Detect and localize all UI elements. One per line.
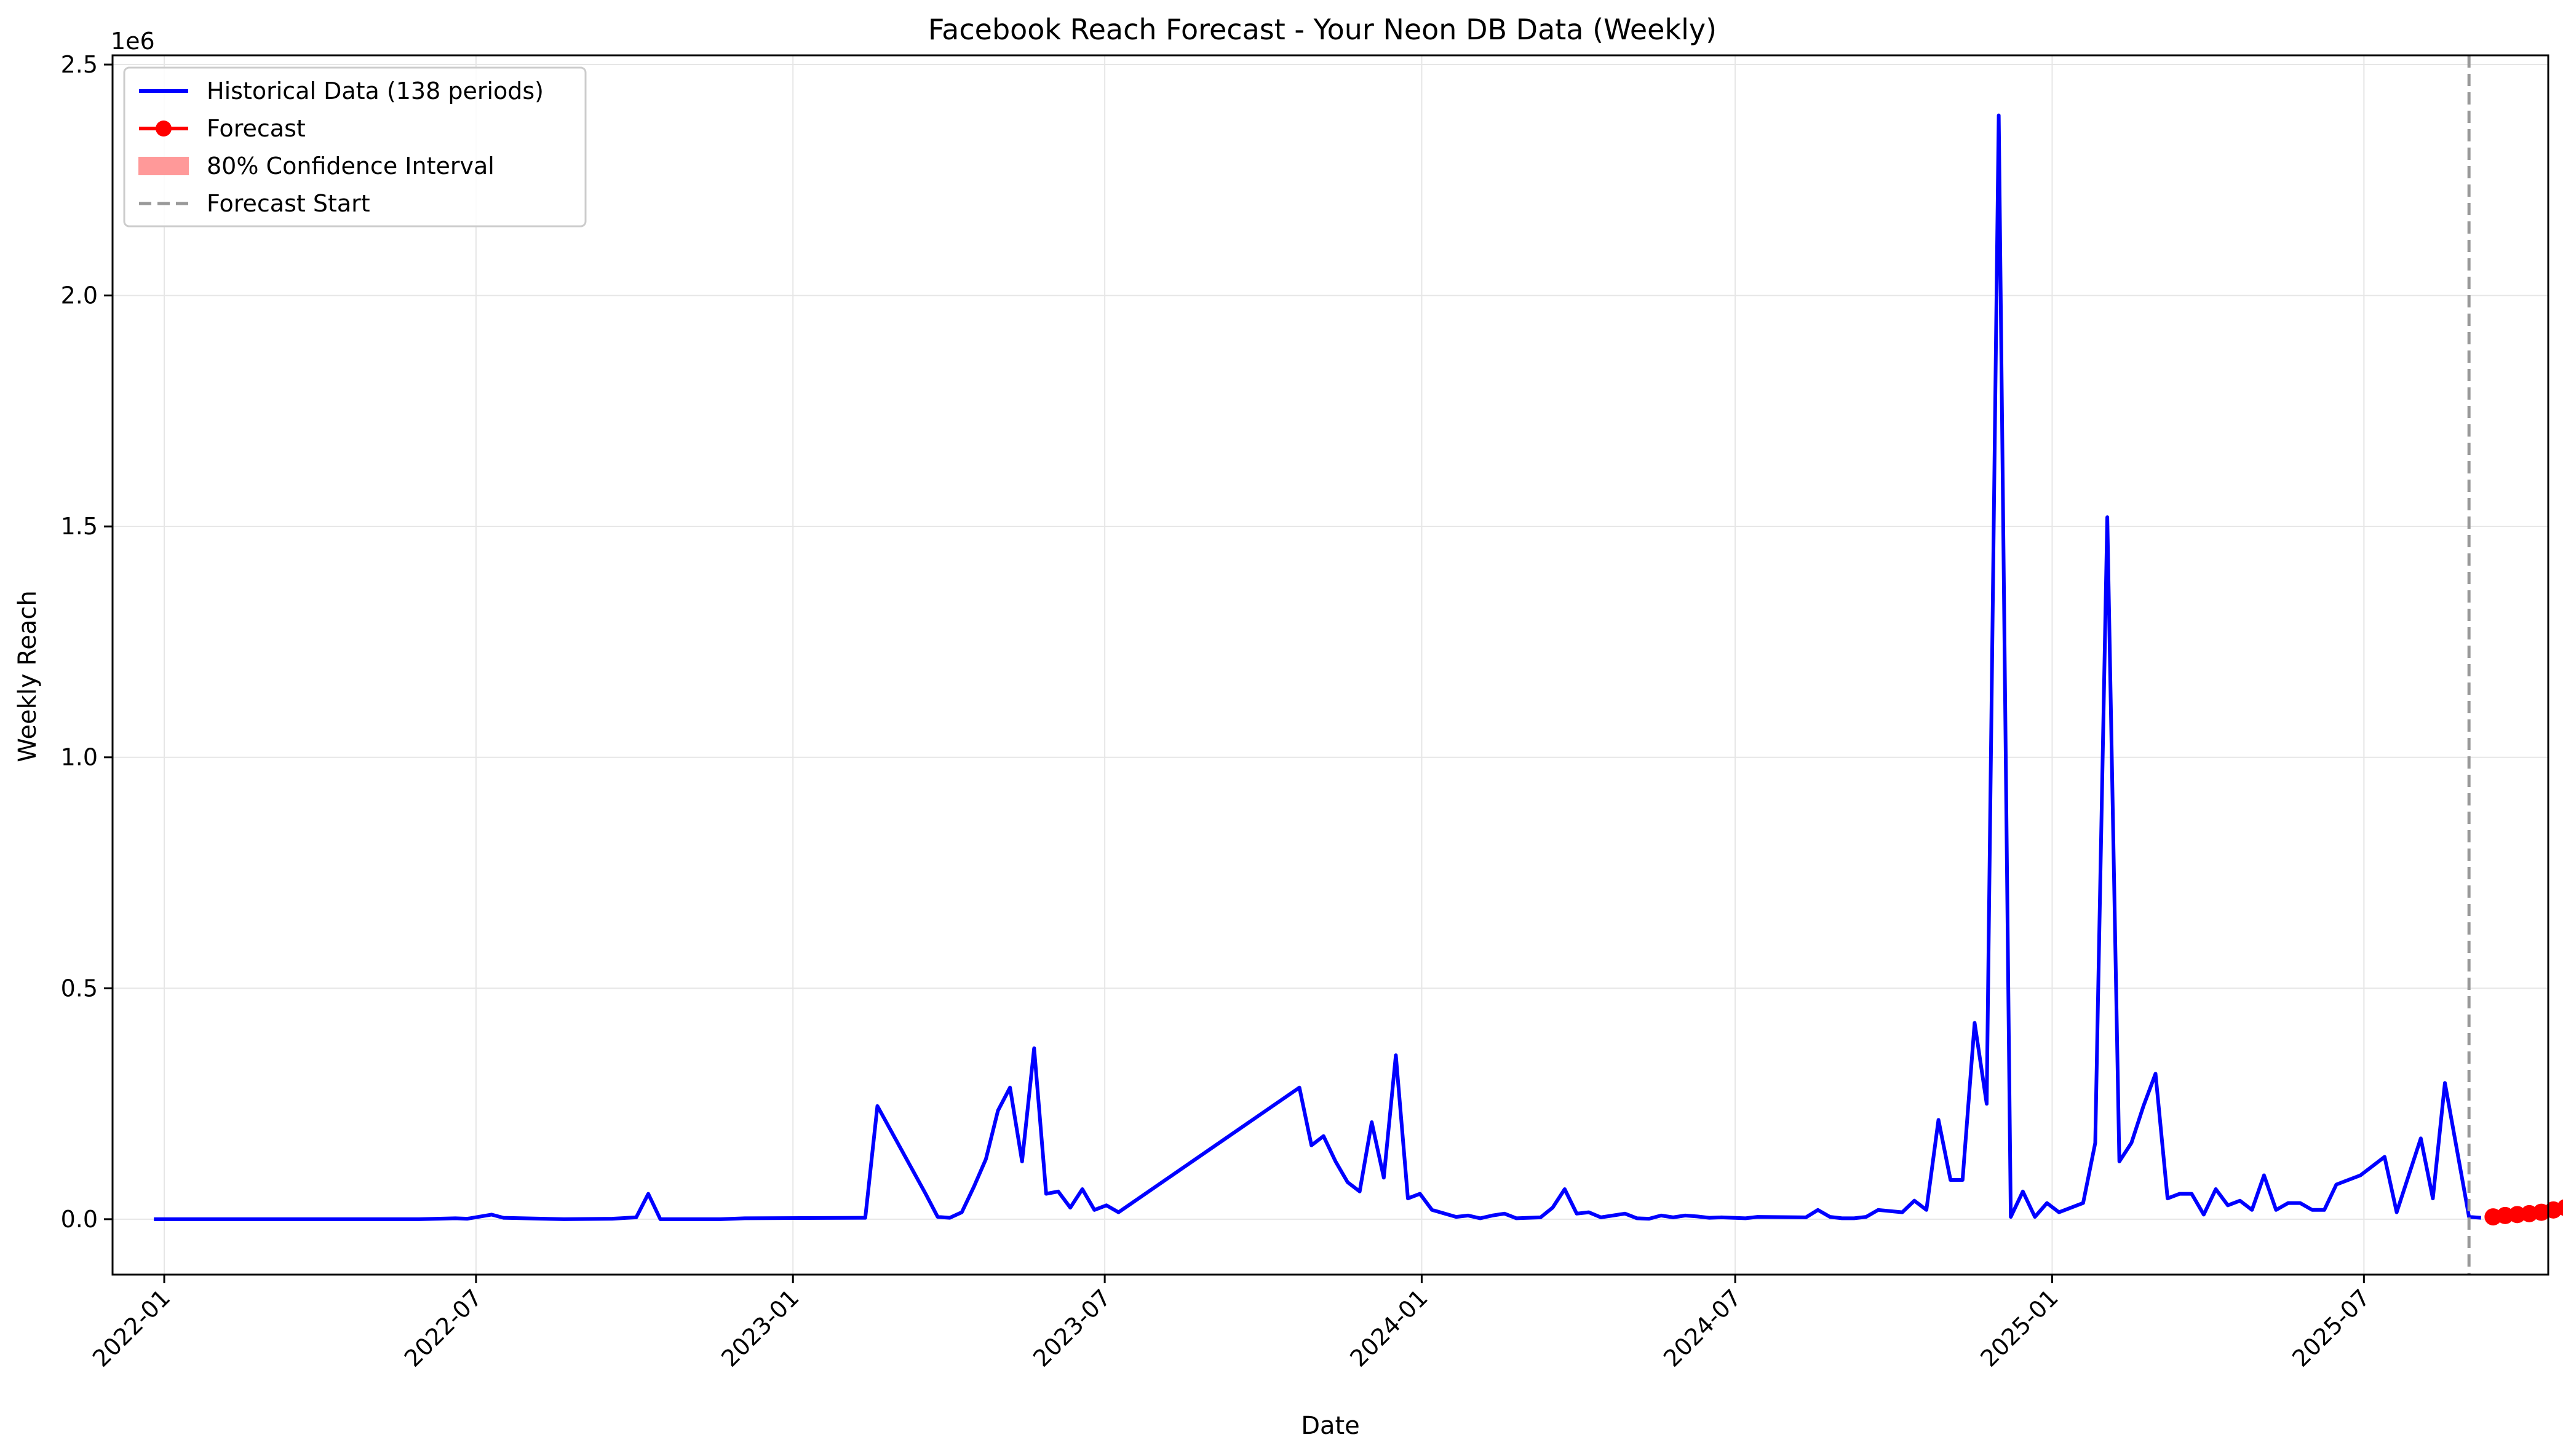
legend-label: Forecast Start	[207, 190, 370, 217]
x-axis-title: Date	[1301, 1412, 1360, 1440]
plot-frame	[111, 54, 2549, 1276]
legend-label: Historical Data (138 periods)	[207, 77, 544, 105]
historical-series-line	[154, 113, 2482, 1221]
legend-label: 80% Confidence Interval	[207, 152, 495, 180]
y-tick-label: 1.5	[61, 513, 98, 540]
y-tick-label: 1.0	[61, 744, 98, 771]
legend-swatch-confidence	[138, 157, 189, 175]
y-axis-title: Weekly Reach	[14, 590, 42, 762]
y-tick-label: 2.5	[61, 51, 98, 78]
y-tick-label: 2.0	[61, 282, 98, 309]
forecast-point	[2557, 1199, 2563, 1216]
y-tick-label: 0.0	[61, 1206, 98, 1233]
legend-label: Forecast	[207, 115, 306, 142]
chart-title: Facebook Reach Forecast - Your Neon DB D…	[928, 13, 1717, 46]
legend-box	[123, 66, 587, 228]
legend: Historical Data (138 periods) Forecast 80%…	[123, 66, 587, 228]
y-axis-offset-label: 1e6	[111, 28, 155, 55]
legend-marker-forecast	[156, 121, 172, 136]
y-tick-label: 0.5	[61, 975, 98, 1002]
